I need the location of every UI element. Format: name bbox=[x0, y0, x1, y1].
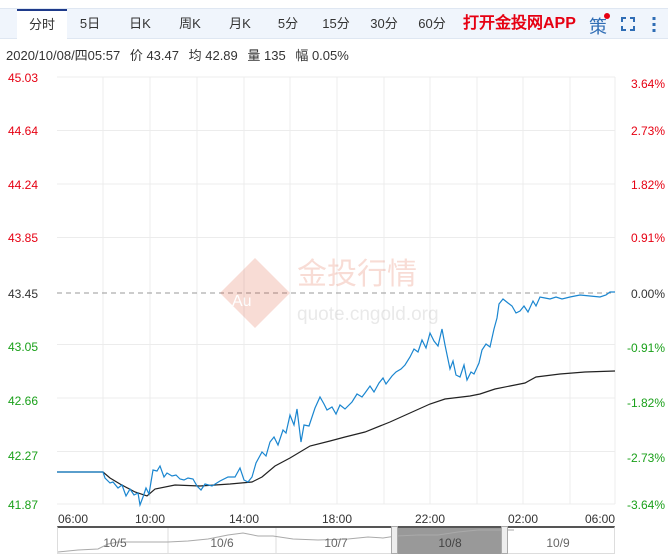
tab-monthly-k[interactable]: 月K bbox=[229, 16, 251, 31]
grid bbox=[57, 76, 616, 505]
date-navigator[interactable]: 10/5 10/6 10/7 10/8 10/9 bbox=[57, 526, 615, 554]
quote-change: 幅 0.05% bbox=[295, 48, 349, 63]
y-left-tick: 43.85 bbox=[8, 231, 39, 245]
navigator-date-selected[interactable]: 10/8 bbox=[438, 536, 462, 550]
quote-datetime: 2020/10/08/四05:57 bbox=[6, 48, 121, 63]
x-tick: 14:00 bbox=[228, 512, 260, 526]
tab-15min[interactable]: 15分 bbox=[322, 16, 350, 31]
tab-60min[interactable]: 60分 bbox=[418, 16, 446, 31]
x-tick: 10:00 bbox=[134, 512, 166, 526]
tab-weekly-k[interactable]: 周K bbox=[179, 16, 201, 31]
y-right-tick: -3.64% bbox=[626, 498, 665, 512]
tab-30min[interactable]: 30分 bbox=[370, 16, 398, 31]
y-left-tick: 44.64 bbox=[8, 124, 39, 138]
navigator-date[interactable]: 10/9 bbox=[546, 536, 570, 550]
navigator-sparkline bbox=[58, 528, 514, 554]
tab-5min[interactable]: 5分 bbox=[277, 16, 299, 31]
y-left-tick: 42.66 bbox=[8, 394, 39, 408]
x-tick: 06:00 bbox=[584, 512, 616, 526]
y-left-tick: 43.05 bbox=[8, 340, 39, 354]
x-tick: 18:00 bbox=[321, 512, 353, 526]
y-right-tick: 0.00% bbox=[630, 287, 665, 301]
period-tab-bar: 分时 5日 日K 周K 月K 5分 15分 30分 60分 打开金投网APP 策 bbox=[0, 8, 668, 39]
y-left-tick: 42.27 bbox=[8, 449, 39, 463]
tab-daily-k[interactable]: 日K bbox=[129, 16, 151, 31]
tab-intraday[interactable]: 分时 bbox=[17, 9, 67, 39]
svg-text:金投行情: 金投行情 bbox=[297, 257, 417, 292]
open-app-link[interactable]: 打开金投网APP bbox=[463, 15, 576, 32]
navigator-date[interactable]: 10/6 bbox=[210, 536, 234, 550]
avg-price-line bbox=[57, 370, 616, 497]
notification-dot bbox=[604, 13, 610, 19]
fullscreen-icon[interactable] bbox=[621, 17, 635, 31]
price-line bbox=[57, 291, 615, 508]
more-vertical-icon[interactable] bbox=[652, 16, 656, 32]
y-right-tick: 0.91% bbox=[630, 231, 665, 245]
x-tick: 06:00 bbox=[57, 512, 89, 526]
navigator-right-handle[interactable] bbox=[501, 526, 508, 554]
y-right-tick: -2.73% bbox=[626, 451, 665, 465]
x-tick: 22:00 bbox=[414, 512, 446, 526]
navigator-date[interactable]: 10/7 bbox=[324, 536, 348, 550]
y-right-tick: -0.91% bbox=[626, 341, 665, 355]
navigator-date[interactable]: 10/5 bbox=[103, 536, 127, 550]
quote-volume: 量 135 bbox=[247, 48, 286, 63]
svg-text:quote.cngold.org: quote.cngold.org bbox=[297, 304, 439, 325]
y-left-tick: 45.03 bbox=[8, 71, 39, 85]
y-right-tick: -1.82% bbox=[626, 396, 665, 410]
quote-info-line: 2020/10/08/四05:57 价 43.47 均 42.89 量 135 … bbox=[6, 45, 355, 64]
y-left-tick: 41.87 bbox=[8, 498, 39, 512]
tab-5day[interactable]: 5日 bbox=[79, 16, 101, 31]
y-left-tick: 44.24 bbox=[8, 178, 39, 192]
y-right-tick: 1.82% bbox=[630, 178, 665, 192]
quote-price: 价 43.47 bbox=[129, 48, 179, 63]
quote-avg: 均 42.89 bbox=[188, 48, 238, 63]
navigator-left-handle[interactable] bbox=[391, 526, 398, 554]
x-tick: 02:00 bbox=[507, 512, 539, 526]
svg-text:Au: Au bbox=[232, 293, 252, 310]
y-right-tick: 3.64% bbox=[630, 77, 665, 91]
navigator-selected-range bbox=[396, 528, 504, 554]
y-left-tick: 43.45 bbox=[8, 287, 39, 301]
y-right-tick: 2.73% bbox=[630, 124, 665, 138]
watermark: Au 金投行情 quote.cngold.org bbox=[220, 257, 439, 328]
strategy-icon[interactable]: 策 bbox=[589, 17, 607, 37]
